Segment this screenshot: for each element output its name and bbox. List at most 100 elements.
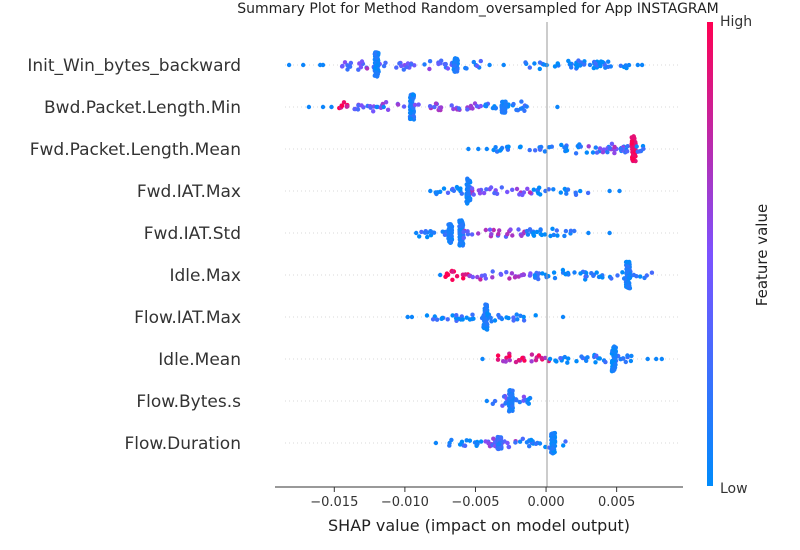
shap-point [424, 313, 430, 318]
shap-point [480, 356, 485, 362]
shap-point [447, 443, 452, 448]
shap-point [433, 101, 439, 106]
shap-point [408, 62, 414, 67]
shap-point [286, 62, 292, 68]
shap-point [598, 274, 603, 279]
shap-point [508, 227, 513, 232]
shap-point [563, 439, 568, 444]
chart-title: Summary Plot for Method Random_oversampl… [237, 1, 718, 17]
shap-point [411, 113, 416, 119]
shap-point [478, 58, 483, 64]
shap-point [584, 150, 589, 155]
shap-point [600, 150, 606, 155]
shap-point [340, 63, 345, 69]
shap-point [451, 106, 456, 112]
shap-point [474, 104, 480, 109]
shap-point [532, 61, 537, 66]
shap-point [562, 233, 567, 239]
shap-point [329, 104, 334, 110]
shap-point [476, 231, 481, 236]
shap-point [412, 102, 418, 108]
shap-point [496, 442, 502, 447]
shap-point [495, 357, 501, 362]
shap-point [564, 148, 570, 153]
shap-point [525, 232, 531, 237]
shap-point [521, 318, 527, 323]
shap-point [491, 227, 496, 233]
shap-point [484, 327, 490, 332]
shap-point [625, 264, 630, 269]
shap-point [408, 98, 413, 104]
shap-point [459, 191, 464, 196]
shap-point [432, 104, 437, 110]
beeswarm-row [306, 92, 560, 122]
shap-point [578, 144, 583, 149]
shap-point [555, 61, 560, 66]
shap-point [498, 272, 504, 277]
x-tick-label: 0.005 [598, 495, 635, 510]
shap-point [507, 276, 512, 281]
shap-point [464, 66, 469, 71]
shap-point [385, 107, 391, 113]
shap-point [483, 276, 488, 281]
shap-point [422, 230, 428, 235]
shap-point [543, 444, 548, 450]
beeswarm-row [428, 176, 622, 206]
shap-point [427, 59, 433, 64]
shap-point [527, 190, 533, 195]
beeswarm-row [433, 430, 568, 456]
shap-point [552, 64, 558, 69]
shap-point [558, 356, 563, 361]
shap-point [461, 276, 466, 281]
shap-point [512, 275, 518, 280]
shap-point [624, 259, 629, 265]
shap-point [635, 149, 640, 154]
shap-point [510, 388, 515, 393]
shap-point [533, 441, 539, 446]
shap-point [520, 355, 525, 361]
shap-point [450, 277, 455, 282]
shap-point [584, 358, 589, 363]
feature-label: Fwd.IAT.Max [137, 182, 241, 202]
shap-point [497, 148, 503, 153]
shap-point [603, 359, 608, 365]
shap-point [520, 436, 525, 441]
shap-point [551, 270, 557, 275]
shap-point [517, 439, 523, 444]
shap-point [629, 353, 634, 359]
shap-point [430, 317, 436, 322]
shap-point [383, 100, 389, 105]
shap-point [597, 146, 603, 151]
shap-point [538, 192, 543, 197]
feature-label: Flow.Bytes.s [136, 392, 241, 412]
shap-point [445, 272, 451, 277]
feature-labels: Init_Win_bytes_backward Bwd.Packet.Length… [27, 56, 241, 454]
shap-point [548, 233, 553, 239]
shap-point [492, 398, 498, 404]
shap-point [485, 311, 490, 316]
shap-point [438, 105, 444, 110]
shap-point [484, 398, 489, 404]
shap-point [568, 228, 574, 233]
shap-point [484, 187, 489, 192]
shap-point [464, 438, 469, 443]
shap-point [456, 106, 462, 111]
shap-point [638, 274, 643, 279]
shap-point [542, 232, 548, 237]
shap-point [428, 188, 433, 194]
shap-point [457, 442, 463, 447]
shap-point [578, 188, 583, 194]
shap-point [345, 67, 350, 72]
shap-point [514, 107, 519, 113]
shap-point [454, 274, 460, 279]
shap-point [499, 185, 504, 190]
shap-point [487, 227, 493, 232]
shap-point [537, 441, 543, 446]
shap-point [529, 359, 534, 364]
shap-point [492, 190, 497, 196]
shap-point [374, 63, 379, 68]
shap-point [506, 315, 511, 321]
shap-point [442, 232, 448, 237]
shap-point [449, 103, 454, 108]
shap-point [609, 141, 615, 146]
